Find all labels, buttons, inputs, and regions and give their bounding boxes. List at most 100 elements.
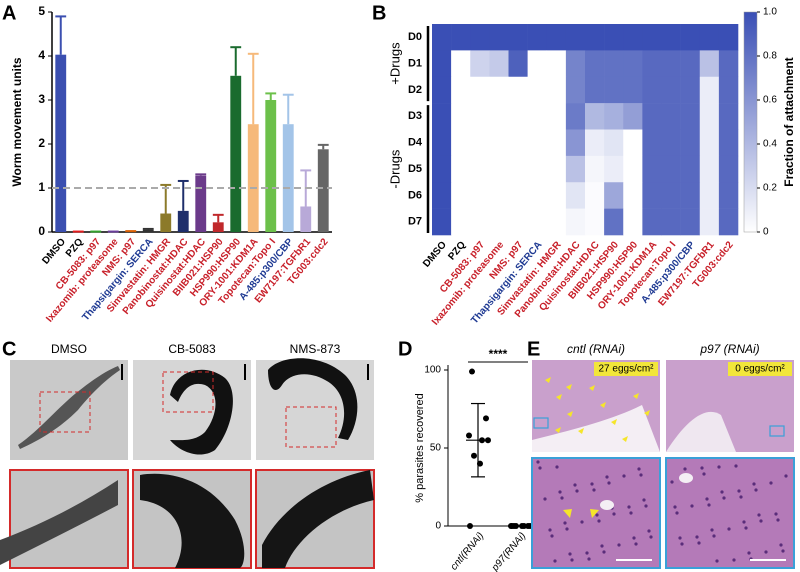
nucleus — [632, 536, 636, 540]
heat-cell — [470, 208, 490, 236]
y-axis-label: % parasites recovered — [414, 393, 426, 502]
micrograph-title: DMSO — [51, 342, 87, 356]
heat-cell — [451, 76, 471, 104]
heat-cell — [432, 24, 452, 51]
egg-arrowhead — [545, 377, 551, 383]
nucleus — [543, 497, 547, 501]
nucleus — [563, 521, 567, 525]
error-bar — [212, 213, 224, 223]
micrograph-title: NMS-873 — [290, 342, 341, 356]
heat-cell — [432, 50, 452, 78]
heat-cell — [699, 76, 720, 104]
nucleus — [710, 528, 714, 532]
error-bar — [177, 179, 189, 211]
egg-arrowhead — [611, 419, 617, 425]
vessel — [600, 500, 614, 510]
heat-cell — [508, 182, 528, 209]
nucleus — [634, 542, 638, 546]
heat-cell — [699, 182, 720, 209]
nucleus — [627, 505, 631, 509]
heat-cell — [680, 24, 701, 51]
heat-cell — [565, 129, 586, 157]
heat-cell — [470, 155, 490, 183]
bar — [247, 124, 259, 232]
heat-cell — [432, 155, 452, 183]
heat-cell — [489, 208, 509, 236]
heat-cell — [604, 24, 624, 51]
heat-cell — [451, 155, 471, 183]
heat-cell — [680, 129, 701, 157]
heat-cell — [470, 76, 490, 104]
nucleus — [644, 504, 648, 508]
nucleus — [536, 460, 540, 464]
x-tick-label: p97(RNAi) — [489, 531, 528, 572]
nucleus — [548, 528, 552, 532]
heat-cell — [680, 50, 701, 78]
heat-cell — [432, 129, 452, 157]
heat-cell — [604, 76, 624, 104]
heat-cell — [489, 155, 509, 183]
heat-cell — [699, 155, 720, 183]
nucleus — [622, 474, 626, 478]
panel-letter: A — [2, 2, 16, 24]
heat-cell — [661, 103, 681, 130]
heat-cell — [585, 208, 605, 236]
heat-cell — [508, 208, 528, 236]
heat-cell — [718, 208, 739, 236]
heat-cell — [680, 103, 701, 130]
y-tick-label: 0 — [38, 224, 45, 238]
heat-cell — [623, 76, 643, 104]
row-label: D3 — [408, 110, 422, 122]
heat-cell — [527, 182, 548, 209]
nucleus — [784, 474, 788, 478]
heat-cell — [680, 182, 701, 209]
heat-cell — [718, 24, 739, 51]
heat-cell — [680, 208, 701, 236]
row-group-label: -Drugs — [387, 149, 402, 189]
heat-cell — [432, 76, 452, 104]
nucleus — [560, 496, 564, 500]
nucleus — [700, 466, 704, 470]
nucleus — [553, 559, 557, 563]
row-label: D7 — [408, 216, 422, 228]
data-point — [483, 415, 489, 422]
bar — [230, 75, 242, 232]
data-point — [466, 432, 472, 439]
nucleus — [607, 481, 611, 485]
heat-cell — [623, 24, 643, 51]
nucleus — [642, 498, 646, 502]
heat-cell — [642, 208, 662, 236]
worm-zoom — [262, 470, 374, 568]
heat-cell — [489, 103, 509, 130]
row-label: D4 — [408, 137, 423, 149]
count-box — [728, 362, 792, 376]
nucleus — [550, 534, 554, 538]
nucleus — [602, 550, 606, 554]
nucleus — [680, 542, 684, 546]
heat-cell — [699, 129, 720, 157]
nucleus — [568, 552, 572, 556]
heat-cell — [527, 103, 548, 130]
heat-cell — [565, 24, 586, 51]
nucleus — [757, 513, 761, 517]
nucleus — [705, 497, 709, 501]
tissue-edge — [666, 411, 736, 452]
heat-cell — [565, 182, 586, 209]
nucleus — [712, 534, 716, 538]
heat-cell — [546, 129, 567, 157]
worm-zoom — [140, 473, 245, 568]
nucleus — [727, 527, 731, 531]
row-label: D1 — [408, 57, 422, 69]
colorbar-tick-label: 1.0 — [763, 7, 777, 18]
data-point — [467, 523, 473, 529]
nucleus — [605, 475, 609, 479]
colorbar-tick-label: 0.4 — [763, 139, 777, 150]
heat-cell — [508, 155, 528, 183]
heat-cell — [489, 24, 509, 51]
heat-cell — [432, 208, 452, 236]
inset-marker — [769, 425, 785, 437]
colorbar — [743, 11, 758, 233]
heat-cell — [699, 208, 720, 236]
colorbar-label: Fraction of attachment — [782, 57, 796, 186]
